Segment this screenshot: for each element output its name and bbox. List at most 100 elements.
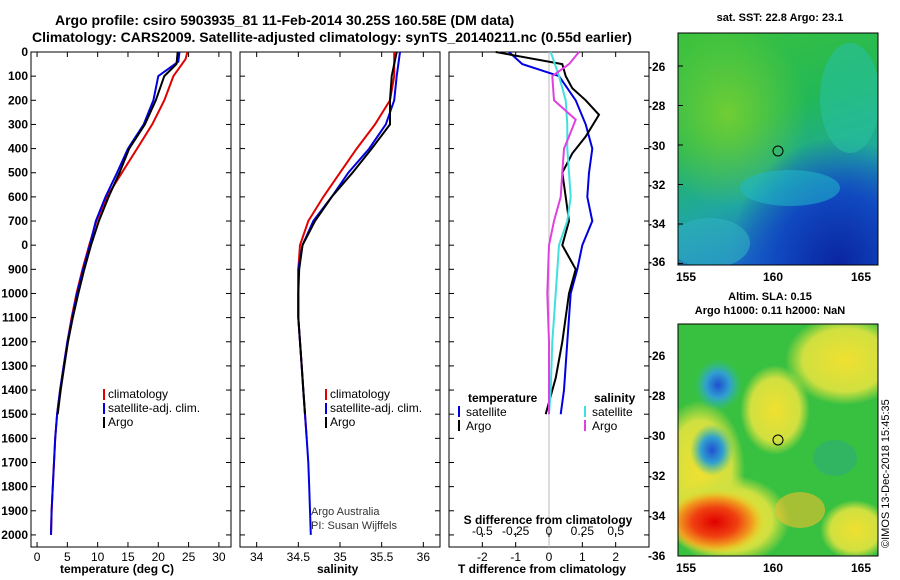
series-line-climatology	[50, 51, 189, 535]
sla-ytick: -34	[648, 509, 666, 523]
y-tick-label: 0	[21, 238, 28, 252]
y-tick-label: 900	[8, 262, 28, 276]
sla-ytick: -28	[648, 389, 666, 403]
y-tick-label: 1900	[1, 504, 28, 518]
argo-position-marker	[772, 145, 784, 157]
legend-label: Argo	[466, 419, 492, 433]
legend-label: Argo	[592, 419, 618, 433]
y-tick-label: 1600	[1, 431, 28, 445]
sla-map	[677, 323, 879, 557]
y-tick-label: 200	[8, 93, 28, 107]
x-tick-label: 35	[333, 550, 347, 564]
sla-map-title-2: Argo h1000: 0.11 h2000: NaN	[694, 305, 846, 317]
sst-xtick: 160	[763, 270, 784, 284]
x-tick-label: 10	[91, 550, 105, 564]
legend-label: Argo	[330, 415, 356, 429]
sst-map	[677, 32, 879, 266]
argo-position-marker	[772, 434, 784, 446]
x-tick-label: 0	[34, 550, 41, 564]
y-tick-label: 400	[8, 142, 28, 156]
sst-ytick: -28	[648, 99, 666, 113]
x-tick-label: 0	[546, 550, 553, 564]
salinity-panel: 34 34.5 35 35.5 36 climatologysatellite-adj. …	[239, 51, 441, 564]
sla-xtick: 160	[763, 561, 784, 575]
sst-xtick: 165	[851, 270, 872, 284]
imos-stamp: ©IMOS 13-Dec-2018 15:45:35	[880, 399, 892, 548]
legend-label: satellite	[466, 405, 507, 419]
secondary-x-tick-label: 0.25	[571, 524, 595, 538]
secondary-xlabel: S difference from climatology	[464, 513, 633, 527]
y-tick-label: 100	[8, 69, 28, 83]
series-line-salinity-satellite	[548, 51, 572, 415]
x-tick-label: 34	[250, 550, 264, 564]
y-tick-label: 600	[8, 190, 28, 204]
sla-ytick: -36	[648, 549, 666, 563]
x-tick-label: -1	[510, 550, 521, 564]
temperature-panel: 0 5 10 15 20 25 300100200300400500600700090010…	[1, 45, 232, 564]
panel-frame	[30, 51, 232, 548]
legend-label: satellite	[592, 405, 633, 419]
y-tick-label: 0	[21, 45, 28, 59]
x-tick-label: 30	[212, 550, 226, 564]
series-line-salinity-argo	[546, 51, 580, 415]
series-line-climatology	[297, 52, 396, 439]
sla-ytick: -32	[648, 469, 666, 483]
y-tick-label: 1100	[2, 311, 28, 325]
y-tick-label: 2000	[1, 528, 28, 542]
sst-xtick: 155	[676, 270, 697, 284]
y-tick-label: 300	[8, 117, 28, 131]
sla-xtick: 155	[676, 561, 697, 575]
series-line-satellite-adj-clim-	[297, 51, 401, 535]
legend-label: satellite-adj. clim.	[330, 401, 422, 415]
x-tick-label: 20	[152, 550, 166, 564]
y-tick-label: 1800	[1, 480, 28, 494]
temperature-xlabel: temperature (deg C)	[60, 562, 175, 576]
x-tick-label: 35.5	[370, 550, 394, 564]
y-tick-label: 1000	[1, 286, 28, 300]
sla-map-title-1: Altim. SLA: 0.15	[728, 291, 812, 303]
x-tick-label: 34.5	[287, 550, 311, 564]
sst-ytick: -30	[648, 139, 666, 153]
profile-charts: 0 5 10 15 20 25 300100200300400500600700090010…	[1, 45, 650, 564]
y-tick-label: 1500	[1, 407, 28, 421]
secondary-x-tick-label: -0.25	[502, 524, 530, 538]
x-tick-label: 36	[417, 550, 431, 564]
y-tick-label: 1200	[1, 335, 28, 349]
series-line-argo	[297, 51, 398, 415]
sst-ytick: -34	[648, 217, 666, 231]
sst-yticks: -26 -28 -30 -32 -34 -36	[648, 60, 678, 269]
panel-frame	[239, 51, 441, 548]
y-tick-label: 1700	[1, 455, 28, 469]
legend-label: satellite-adj. clim.	[108, 401, 200, 415]
series-line-argo	[56, 51, 179, 415]
x-tick-label: 5	[64, 550, 71, 564]
sla-yticks: -26 -28 -30 -32 -34 -36	[648, 349, 678, 563]
sst-ytick: -26	[648, 60, 666, 74]
difference-xlabel: T difference from climatology	[458, 562, 627, 576]
sst-ytick: -36	[648, 255, 666, 269]
credit-line-1: Argo Australia	[311, 506, 380, 518]
sla-ytick: -30	[648, 429, 666, 443]
legend-label: Argo	[108, 415, 134, 429]
sla-xtick: 165	[851, 561, 872, 575]
title-line-2: Climatology: CARS2009. Satellite-adjuste…	[32, 29, 632, 45]
sla-ytick: -26	[648, 349, 666, 363]
sst-ytick: -32	[648, 178, 666, 192]
y-tick-label: 700	[8, 214, 28, 228]
legend-title-salinity: salinity	[594, 391, 636, 405]
x-tick-label: 15	[121, 550, 135, 564]
y-tick-label: 1300	[1, 359, 28, 373]
series-line-satellite-adj-clim-	[50, 51, 181, 535]
sst-map-title: sat. SST: 22.8 Argo: 23.1	[716, 12, 844, 24]
secondary-x-tick-label: 0.5	[607, 524, 624, 538]
secondary-x-tick-label: 0	[546, 524, 553, 538]
title-line-1: Argo profile: csiro 5903935_81 11-Feb-20…	[55, 12, 515, 28]
credit-line-2: PI: Susan Wijffels	[311, 520, 397, 532]
series-line-temperature-satellite	[508, 51, 594, 415]
x-tick-label: 25	[182, 550, 196, 564]
y-tick-label: 1400	[1, 383, 28, 397]
x-tick-label: -2	[477, 550, 488, 564]
secondary-x-tick-label: -0.5	[472, 524, 493, 538]
legend-title-temperature: temperature	[468, 391, 538, 405]
